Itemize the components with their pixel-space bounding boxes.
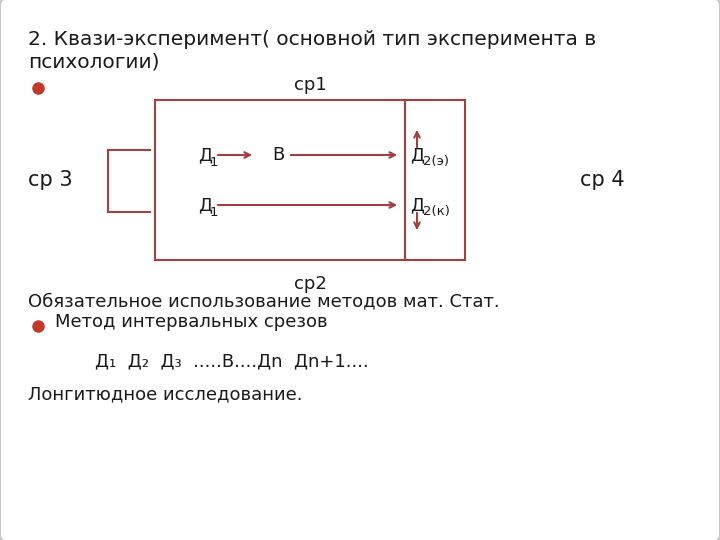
Text: В: В [272,146,284,164]
Text: 2(э): 2(э) [423,156,449,168]
Text: 2(к): 2(к) [423,206,450,219]
Text: Лонгитюдное исследование.: Лонгитюдное исследование. [28,385,302,403]
Text: Д: Д [198,196,212,214]
Text: ср1: ср1 [294,76,326,94]
Text: 2. Квази-эксперимент( основной тип эксперимента в: 2. Квази-эксперимент( основной тип экспе… [28,30,596,49]
Text: Д₁  Д₂  Д₃  .....В....Дn  Дn+1....: Д₁ Д₂ Д₃ .....В....Дn Дn+1.... [95,352,369,370]
Text: ср 3: ср 3 [28,170,73,190]
Text: ср 4: ср 4 [580,170,625,190]
Text: Метод интервальных срезов: Метод интервальных срезов [55,313,328,331]
Text: Д: Д [198,146,212,164]
Text: 1: 1 [210,156,218,168]
Text: Д: Д [410,146,424,164]
Text: Обязательное использование методов мат. Стат.: Обязательное использование методов мат. … [28,292,500,310]
Text: психологии): психологии) [28,52,160,71]
Text: 1: 1 [210,206,218,219]
Text: Д: Д [410,196,424,214]
Text: ср2: ср2 [294,275,326,293]
Bar [155,100,465,260]
